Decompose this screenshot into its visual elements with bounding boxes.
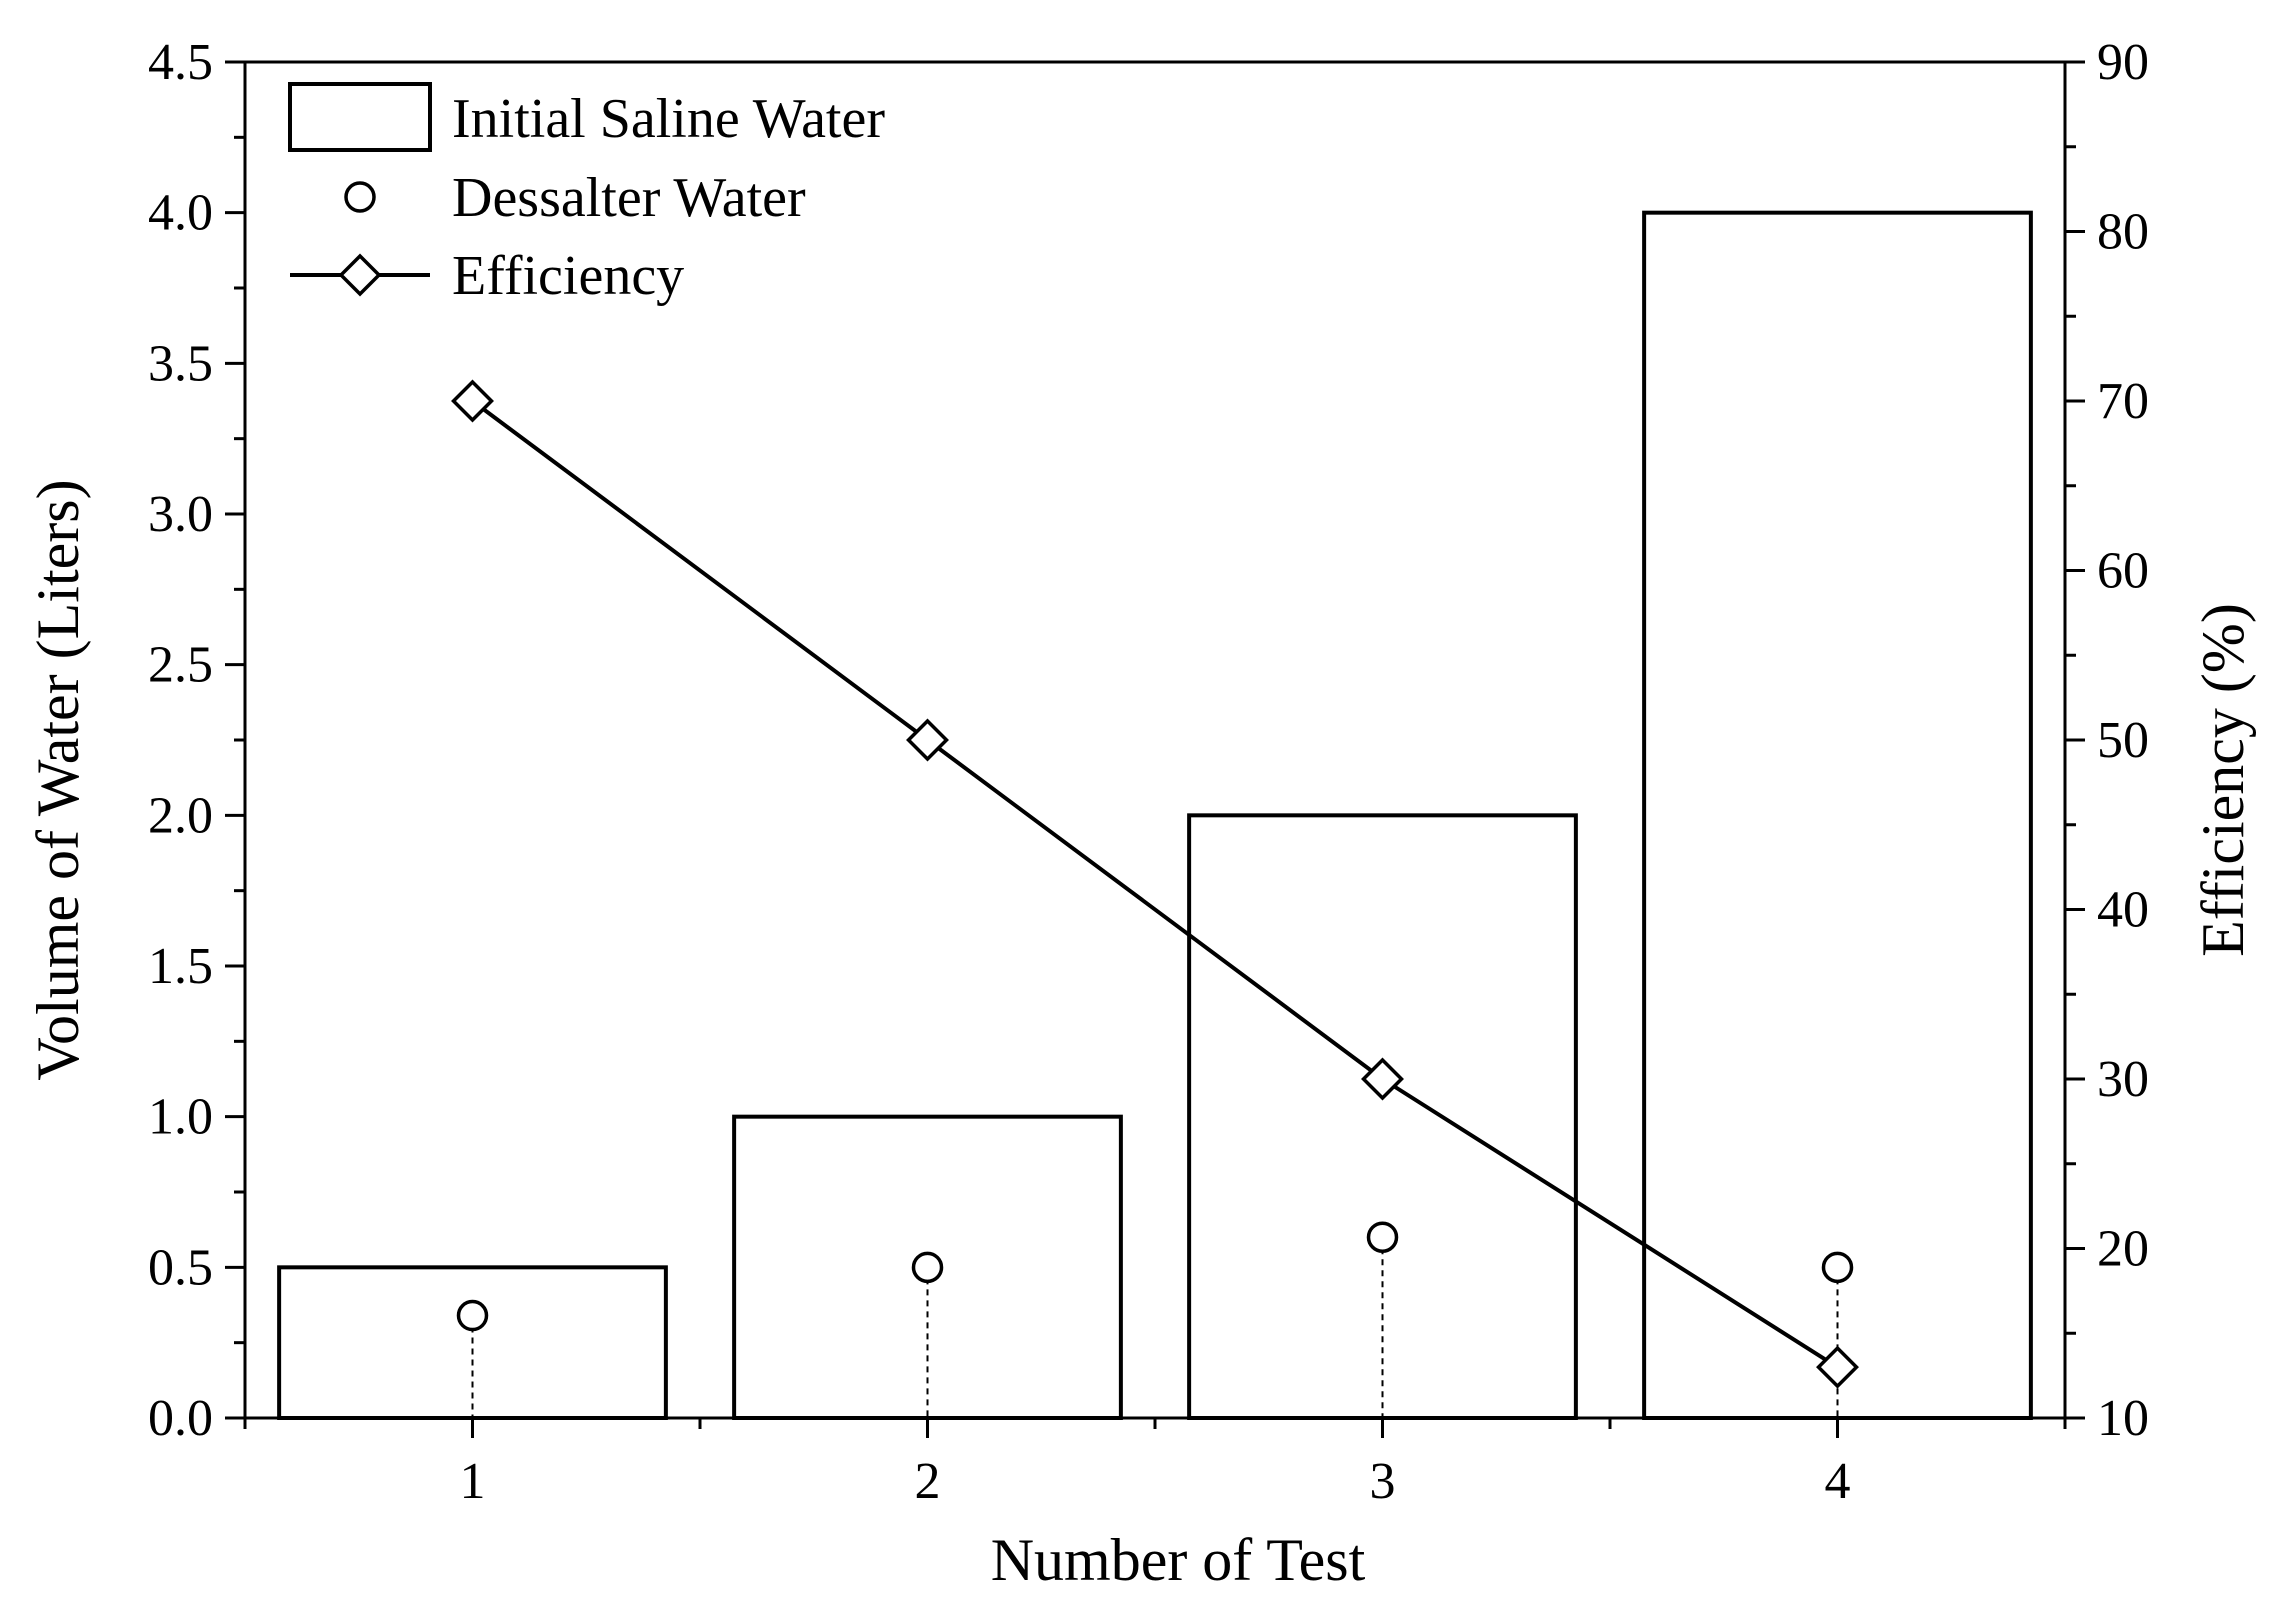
y2-tick-label: 60 bbox=[2097, 543, 2149, 600]
y-tick-label: 0.0 bbox=[148, 1390, 213, 1447]
y-axis-title: Volume of Water (Liters) bbox=[25, 479, 91, 1080]
x-tick-label: 4 bbox=[1825, 1453, 1851, 1510]
legend-label-dessalter: Dessalter Water bbox=[452, 167, 806, 229]
y2-tick-label: 50 bbox=[2097, 712, 2149, 769]
point-dessalter-3 bbox=[1366, 1221, 1399, 1253]
point-efficiency-1 bbox=[451, 379, 494, 423]
y-tick-label: 2.5 bbox=[148, 637, 213, 694]
point-dessalter-4 bbox=[1821, 1251, 1854, 1284]
tick-labels-layer: 0.0 0.5 1.0 1.5 2.0 2.5 3.0 3.5 4.0 4.5 10 20 30 40 50… bbox=[148, 34, 2149, 1510]
y-tick-label: 3.5 bbox=[148, 335, 213, 392]
y2-tick-label: 80 bbox=[2097, 204, 2149, 261]
y2-axis-title: Efficiency (%) bbox=[2190, 603, 2256, 957]
x-tick-label: 3 bbox=[1370, 1453, 1396, 1510]
point-dessalter-1 bbox=[456, 1299, 489, 1332]
x-axis-title: Number of Test bbox=[991, 1527, 1366, 1593]
point-efficiency-2 bbox=[906, 718, 949, 762]
bar-initial-saline-4 bbox=[1642, 210, 2033, 1421]
legend-label-efficiency: Efficiency bbox=[452, 245, 684, 307]
point-dessalter-2 bbox=[911, 1251, 944, 1284]
y-tick-label: 0.5 bbox=[148, 1239, 213, 1296]
point-efficiency-4 bbox=[1816, 1345, 1859, 1389]
efficiency-line-layer bbox=[451, 379, 1859, 1389]
ticks-layer bbox=[225, 60, 2085, 1438]
y2-tick-label: 10 bbox=[2097, 1390, 2149, 1447]
y2-tick-label: 20 bbox=[2097, 1221, 2149, 1278]
y-tick-label: 4.5 bbox=[148, 34, 213, 91]
legend-swatch-initial-saline bbox=[288, 82, 432, 152]
y2-tick-label: 90 bbox=[2097, 34, 2149, 91]
legend: Initial Saline Water Dessalter Water Effic… bbox=[288, 82, 885, 307]
legend-label-initial-saline: Initial Saline Water bbox=[452, 88, 885, 150]
y-tick-label: 3.0 bbox=[148, 486, 213, 543]
legend-swatch-dessalter bbox=[344, 181, 376, 213]
y-tick-label: 1.0 bbox=[148, 1089, 213, 1146]
legend-swatch-efficiency-marker bbox=[338, 253, 382, 297]
x-tick-label: 2 bbox=[915, 1453, 941, 1510]
y-tick-label: 2.0 bbox=[148, 787, 213, 844]
drop-lines-layer bbox=[456, 1221, 1854, 1418]
point-efficiency-3 bbox=[1361, 1057, 1404, 1101]
y-tick-label: 4.0 bbox=[148, 185, 213, 242]
y2-tick-label: 30 bbox=[2097, 1051, 2149, 1108]
x-tick-label: 1 bbox=[460, 1453, 486, 1510]
y2-tick-label: 40 bbox=[2097, 882, 2149, 939]
y2-tick-label: 70 bbox=[2097, 373, 2149, 430]
y-tick-label: 1.5 bbox=[148, 938, 213, 995]
efficiency-line bbox=[471, 399, 1839, 1369]
